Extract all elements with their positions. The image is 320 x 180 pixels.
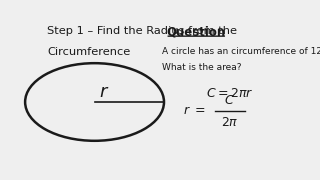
Text: Step 1 – Find the Radius from the: Step 1 – Find the Radius from the [47, 26, 237, 36]
Text: $r\ =$: $r\ =$ [183, 105, 205, 118]
Text: What is the area?: What is the area? [162, 63, 241, 72]
Text: $r$: $r$ [99, 83, 110, 101]
Text: A circle has an circumference of 12m: A circle has an circumference of 12m [162, 47, 320, 56]
Text: $C = 2\pi r$: $C = 2\pi r$ [206, 87, 253, 100]
Text: $2\pi$: $2\pi$ [221, 116, 238, 129]
Text: $C$: $C$ [224, 94, 235, 107]
Text: Circumference: Circumference [47, 47, 131, 57]
Text: Question: Question [167, 26, 226, 39]
